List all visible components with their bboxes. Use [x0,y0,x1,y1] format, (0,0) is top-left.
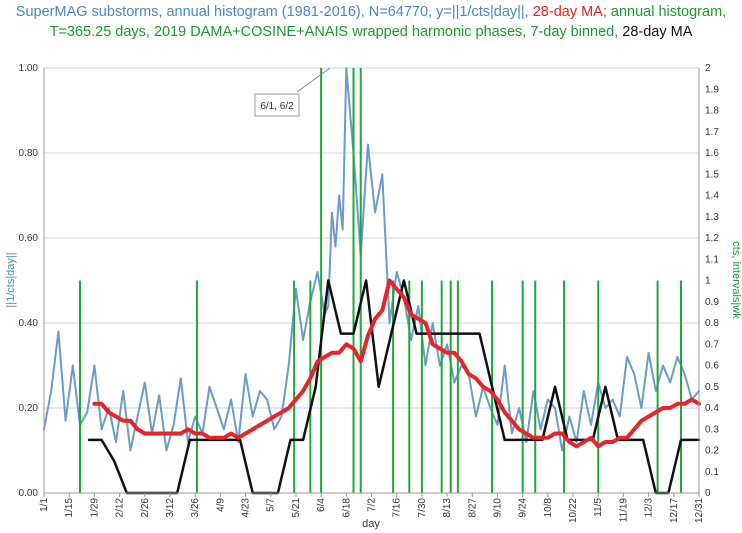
annotation-callout: 6/1, 6/2 [254,67,331,117]
ma-series [92,278,701,449]
binned-series [87,279,701,495]
y-tick-left: 0.00 [19,488,39,499]
y-tick-right: 0.6 [705,361,719,372]
x-tick-label: 11/19 [618,498,629,523]
x-tick-label: 2/12 [115,498,126,518]
y-tick-right: 0.7 [705,339,719,350]
x-tick-label: 8/27 [467,498,478,518]
x-tick-label: 7/16 [392,498,403,518]
y-tick-left: 0.20 [19,403,39,414]
y-tick-right: 0.9 [705,297,719,308]
title-ma-black: 28-day MA [622,24,693,40]
axes [43,68,700,497]
y-tick-right: 1.6 [705,148,719,159]
ma-line [92,278,701,449]
x-axis-label: day [362,518,380,530]
x-tick-label: 3/12 [165,498,176,518]
y-axis-label-left: ||1/cts|day|| [5,252,17,307]
substorm-line [43,67,700,452]
x-tick-label: 1/29 [89,498,100,518]
y-tick-right: 0 [705,488,711,499]
y-tick-right: 0.5 [705,382,719,393]
y-axis-label-right: cts, intervals|wk [730,241,742,319]
x-tick-label: 3/26 [190,498,201,518]
x-tick-label: 4/23 [241,498,252,518]
y-tick-right: 1.3 [705,212,719,223]
title-substorms: SuperMAG substorms, annual histogram (19… [15,4,533,20]
y-tick-right: 0.3 [705,424,719,435]
annotation-label: 6/1, 6/2 [260,101,294,112]
x-tick-label: 12/31 [694,498,705,523]
y-tick-left: 0.40 [19,318,39,329]
y-tick-left: 0.80 [19,148,39,159]
y-tick-left: 0.60 [19,233,39,244]
y-tick-right: 0.4 [705,403,719,414]
x-tick-label: 9/24 [518,498,529,518]
x-tick-label: 11/5 [593,498,604,517]
y-tick-right: 1.5 [705,169,719,180]
x-tick-label: 10/22 [568,498,579,523]
y-tick-left: 1.00 [19,63,39,74]
x-tick-label: 5/7 [266,498,277,512]
x-tick-label: 9/10 [492,498,503,518]
y-tick-right: 2 [705,63,711,74]
y-tick-right: 1.7 [705,127,719,138]
x-tick-label: 1/15 [64,498,75,518]
x-tick-label: 6/18 [341,498,352,518]
binned-line [87,279,701,495]
x-tick-label: 8/13 [442,498,453,518]
y-tick-right: 1.4 [705,191,719,202]
y-tick-right: 1.9 [705,84,719,95]
x-tick-label: 10/8 [543,498,554,518]
x-tick-label: 7/30 [417,498,428,518]
phase-impulses [78,68,683,493]
chart-title: SuperMAG substorms, annual histogram (19… [0,2,742,42]
x-tick-label: 12/3 [644,498,655,518]
tick-labels: 0.00 0.20 0.40 0.60 0.80 1.00 0 0.1 0.2 0.3 0.4 0.5… [19,63,720,523]
y-tick-right: 1.1 [705,254,719,265]
gridlines [44,67,699,494]
y-tick-right: 0.8 [705,318,719,329]
x-tick-label: 1/1 [39,498,50,512]
title-phases: ; annual histogram, T=365.25 days, 2019 … [49,4,727,40]
substorm-series [43,67,700,452]
x-tick-label: 5/21 [291,498,302,518]
y-tick-right: 1 [705,276,711,287]
y-tick-right: 0.1 [705,467,719,478]
title-ma-red: 28-day MA [532,4,603,20]
x-tick-label: 4/9 [215,498,226,512]
x-tick-label: 2/26 [140,498,151,518]
y-tick-right: 1.8 [705,106,719,117]
y-tick-right: 0.2 [705,446,719,457]
x-tick-label: 6/4 [316,498,327,512]
x-tick-label: 7/2 [367,498,378,512]
x-tick-label: 12/17 [669,498,680,523]
y-tick-right: 1.2 [705,233,719,244]
